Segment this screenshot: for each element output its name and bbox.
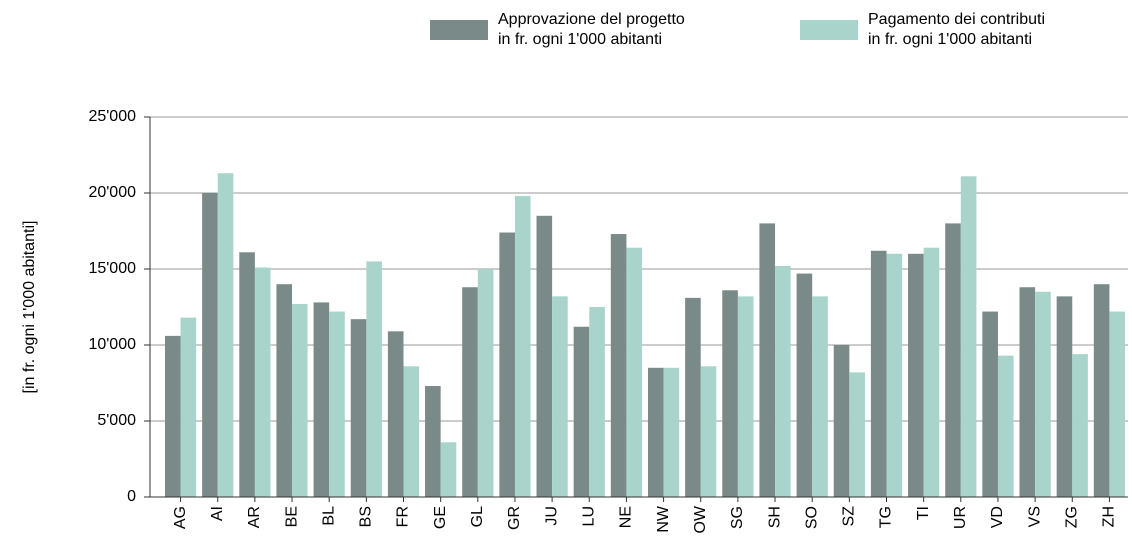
- x-tick-label: NE: [618, 506, 635, 528]
- x-tick-label: SO: [803, 506, 820, 529]
- x-tick-label: AR: [246, 506, 263, 528]
- legend-item: Approvazione del progetto in fr. ogni 1'…: [430, 10, 685, 50]
- x-tick-label: SG: [729, 506, 746, 529]
- x-tick-label: ZG: [1063, 506, 1080, 528]
- bar: [462, 287, 478, 497]
- x-tick-label: VS: [1026, 506, 1043, 527]
- bar: [737, 296, 754, 497]
- bar: [202, 193, 218, 497]
- bar: [685, 297, 701, 497]
- y-tick-label: 15'000: [88, 260, 136, 277]
- bar: [403, 366, 420, 497]
- legend-swatch: [430, 20, 488, 40]
- bar: [812, 296, 828, 497]
- x-tick-label: GR: [506, 506, 523, 530]
- bar: [573, 326, 590, 497]
- bar: [849, 372, 865, 497]
- y-tick-label: 25'000: [88, 108, 136, 125]
- bar: [292, 303, 308, 497]
- bar: [759, 223, 776, 497]
- y-tick-label: 5'000: [97, 412, 136, 429]
- x-tick-label: BL: [320, 506, 337, 526]
- bar: [775, 265, 791, 497]
- legend-item: Pagamento dei contributi in fr. ogni 1'0…: [800, 10, 1045, 50]
- x-tick-label: NW: [655, 505, 672, 533]
- bar: [514, 196, 531, 498]
- bar: [180, 317, 197, 497]
- bar: [626, 247, 643, 497]
- bar: [254, 267, 271, 497]
- bar: [663, 367, 680, 497]
- x-tick-label: BS: [358, 506, 375, 527]
- x-tick-label: ZH: [1101, 506, 1118, 527]
- bar: [1056, 296, 1073, 497]
- bar: [796, 273, 813, 497]
- bar: [1019, 287, 1036, 497]
- x-tick-label: VD: [989, 506, 1006, 528]
- y-tick-label: 0: [127, 488, 136, 505]
- x-tick-label: FR: [395, 506, 412, 527]
- legend-label: Approvazione del progetto in fr. ogni 1'…: [498, 11, 685, 48]
- bar: [1109, 311, 1126, 497]
- y-tick-label: 10'000: [88, 336, 136, 353]
- y-axis-label: [in fr. ogni 1'000 abitanti]: [21, 221, 38, 394]
- x-tick-label: OW: [692, 505, 709, 533]
- bar: [700, 366, 717, 497]
- bar: [536, 215, 553, 498]
- x-tick-label: SH: [766, 506, 783, 528]
- bar: [313, 302, 330, 497]
- bar: [239, 252, 255, 497]
- bar: [647, 367, 664, 497]
- y-tick-label: 20'000: [88, 184, 136, 201]
- bar: [552, 296, 568, 497]
- bar: [477, 269, 494, 497]
- legend-label: Pagamento dei contributi in fr. ogni 1'0…: [868, 11, 1045, 48]
- bar: [589, 307, 605, 497]
- bar: [387, 331, 404, 497]
- bar: [1093, 284, 1110, 497]
- bar: [923, 247, 940, 497]
- bar: [960, 176, 977, 497]
- bar: [499, 232, 515, 497]
- bar: [908, 253, 924, 497]
- bar: [870, 250, 887, 497]
- x-tick-label: JU: [543, 506, 560, 526]
- bar: [329, 311, 345, 497]
- x-tick-label: GL: [469, 506, 486, 527]
- bar: [440, 442, 457, 497]
- x-tick-label: GE: [432, 506, 449, 529]
- bar: [366, 261, 382, 497]
- bar: [833, 345, 850, 497]
- x-tick-label: TG: [878, 506, 895, 528]
- x-tick-label: AI: [209, 506, 226, 521]
- bar: [722, 290, 738, 497]
- legend-swatch: [800, 20, 858, 40]
- bar: [982, 311, 998, 497]
- bar: [425, 386, 441, 497]
- bar: [350, 319, 367, 497]
- x-tick-label: LU: [580, 506, 597, 526]
- x-tick-label: BE: [283, 506, 300, 527]
- bar: [217, 173, 234, 498]
- bar: [945, 223, 961, 497]
- bar: [1072, 354, 1088, 497]
- bar: [886, 253, 903, 497]
- x-tick-label: SZ: [841, 506, 858, 527]
- bar: [1035, 291, 1051, 497]
- x-tick-label: AG: [172, 506, 189, 529]
- bar: [997, 355, 1014, 497]
- x-tick-label: TI: [915, 506, 932, 520]
- bar: [164, 335, 181, 497]
- bar: [276, 284, 293, 497]
- bar: [610, 234, 627, 498]
- x-tick-label: UR: [952, 506, 969, 529]
